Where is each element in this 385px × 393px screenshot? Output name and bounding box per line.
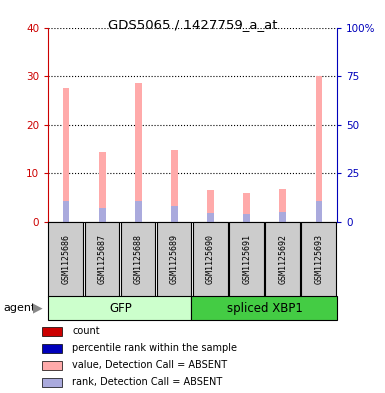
Bar — [42, 378, 62, 387]
Bar — [85, 222, 119, 297]
Text: GFP: GFP — [109, 301, 132, 315]
Bar — [135, 83, 142, 222]
Bar — [157, 222, 191, 297]
Text: ▶: ▶ — [33, 301, 42, 315]
Bar — [42, 344, 62, 353]
Bar — [265, 222, 300, 297]
Text: GSM1125688: GSM1125688 — [134, 234, 143, 285]
Bar — [171, 150, 178, 222]
Text: GSM1125686: GSM1125686 — [62, 234, 71, 285]
Bar — [243, 193, 250, 222]
Text: GDS5065 / 1427759_a_at: GDS5065 / 1427759_a_at — [108, 18, 277, 31]
Text: rank, Detection Call = ABSENT: rank, Detection Call = ABSENT — [72, 377, 223, 387]
Bar — [280, 212, 286, 222]
Text: spliced XBP1: spliced XBP1 — [227, 301, 303, 315]
Bar — [280, 189, 286, 222]
Bar — [42, 327, 62, 336]
Bar — [99, 208, 105, 222]
Bar — [42, 361, 62, 370]
Bar — [316, 201, 322, 222]
Bar — [243, 214, 250, 222]
Bar — [49, 296, 191, 320]
Bar — [301, 222, 336, 297]
Text: value, Detection Call = ABSENT: value, Detection Call = ABSENT — [72, 360, 228, 370]
Bar — [207, 213, 214, 222]
Text: agent: agent — [4, 303, 36, 313]
Bar — [63, 201, 69, 222]
Bar — [229, 222, 264, 297]
Bar — [171, 206, 178, 222]
Bar — [135, 201, 142, 222]
Text: count: count — [72, 326, 100, 336]
Text: GSM1125687: GSM1125687 — [98, 234, 107, 285]
Bar — [207, 191, 214, 222]
Text: GSM1125693: GSM1125693 — [314, 234, 323, 285]
Text: GSM1125692: GSM1125692 — [278, 234, 287, 285]
Bar — [99, 152, 105, 222]
Text: GSM1125691: GSM1125691 — [242, 234, 251, 285]
Bar — [191, 296, 336, 320]
Bar — [49, 222, 83, 297]
Text: GSM1125689: GSM1125689 — [170, 234, 179, 285]
Text: GSM1125690: GSM1125690 — [206, 234, 215, 285]
Bar — [63, 88, 69, 222]
Bar — [193, 222, 228, 297]
Bar — [316, 76, 322, 222]
Text: percentile rank within the sample: percentile rank within the sample — [72, 343, 238, 353]
Bar — [121, 222, 155, 297]
